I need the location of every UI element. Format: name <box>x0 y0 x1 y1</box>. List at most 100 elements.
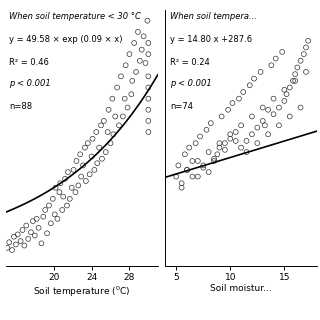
Point <box>74 158 79 164</box>
Point <box>116 123 122 128</box>
Point <box>99 123 104 128</box>
Point <box>215 152 220 157</box>
Point <box>41 214 46 219</box>
Point <box>132 40 137 45</box>
Text: When soil temperature < 30 °C: When soil temperature < 30 °C <box>9 12 141 21</box>
Point <box>146 40 151 45</box>
Point <box>106 107 111 112</box>
Point <box>123 63 128 68</box>
Point <box>146 130 151 135</box>
Point <box>60 194 66 199</box>
Point <box>79 174 84 179</box>
Point <box>32 233 37 238</box>
Point <box>282 87 287 92</box>
Point <box>273 56 278 61</box>
Point <box>57 189 62 195</box>
Point <box>129 92 134 97</box>
Point <box>24 223 29 228</box>
Point <box>20 228 25 233</box>
Point <box>179 185 184 190</box>
Point <box>90 136 95 141</box>
Point <box>195 174 200 179</box>
Point <box>271 96 276 101</box>
Point <box>7 240 12 245</box>
Point <box>233 138 238 143</box>
Point <box>219 114 224 119</box>
Point <box>62 176 68 181</box>
Point <box>238 145 244 150</box>
Point <box>266 107 271 112</box>
Point <box>230 100 235 106</box>
Point <box>30 219 36 224</box>
Point <box>217 140 222 146</box>
Point <box>287 114 292 119</box>
Point <box>120 114 125 119</box>
Point <box>212 158 217 164</box>
Point <box>269 63 274 68</box>
Point <box>247 83 252 88</box>
X-axis label: Soil temperature ($^0$C): Soil temperature ($^0$C) <box>33 284 131 299</box>
Point <box>67 196 72 201</box>
Point <box>12 234 17 239</box>
Point <box>139 47 144 52</box>
Point <box>22 243 27 248</box>
Point <box>244 149 249 155</box>
Point <box>190 158 195 164</box>
Point <box>184 167 189 172</box>
Point <box>137 58 142 63</box>
Point <box>105 130 110 135</box>
Point <box>53 185 58 190</box>
Point <box>130 78 135 84</box>
Text: R² = 0.46: R² = 0.46 <box>9 58 49 67</box>
Point <box>195 158 200 164</box>
Text: n=88: n=88 <box>9 102 33 111</box>
Point <box>301 52 306 57</box>
Point <box>222 140 228 146</box>
Point <box>292 78 298 84</box>
Point <box>52 212 57 217</box>
Point <box>146 74 151 79</box>
Point <box>122 96 127 101</box>
Point <box>179 181 184 186</box>
Point <box>146 52 151 57</box>
Point <box>76 183 81 188</box>
Point <box>266 132 271 137</box>
Point <box>55 216 60 221</box>
Point <box>184 167 189 172</box>
Point <box>260 105 265 110</box>
Point <box>276 123 282 128</box>
Point <box>36 225 41 230</box>
Point <box>113 114 118 119</box>
Point <box>228 132 233 137</box>
Text: p < 0.001: p < 0.001 <box>170 79 212 88</box>
Point <box>303 45 308 50</box>
Text: When soil tempera...: When soil tempera... <box>170 12 257 21</box>
Point <box>206 170 211 175</box>
Point <box>125 105 130 110</box>
Point <box>145 18 150 23</box>
Text: R² = 0.24: R² = 0.24 <box>170 58 210 67</box>
Point <box>26 236 31 242</box>
Point <box>50 196 55 201</box>
Point <box>241 89 246 94</box>
Point <box>298 58 303 63</box>
Text: p < 0.001: p < 0.001 <box>9 79 51 88</box>
Point <box>146 85 151 90</box>
Point <box>73 189 78 195</box>
Point <box>262 123 268 128</box>
Point <box>89 154 94 159</box>
Point <box>174 174 179 179</box>
Point <box>212 156 217 161</box>
Point <box>83 179 88 184</box>
Point <box>111 132 116 137</box>
Point <box>260 118 265 124</box>
Point <box>187 145 192 150</box>
Point <box>146 107 151 112</box>
Point <box>280 49 285 54</box>
Point <box>303 69 308 75</box>
Point <box>44 231 50 236</box>
Point <box>100 156 105 161</box>
Point <box>69 185 74 190</box>
Point <box>43 207 48 212</box>
Point <box>176 163 181 168</box>
